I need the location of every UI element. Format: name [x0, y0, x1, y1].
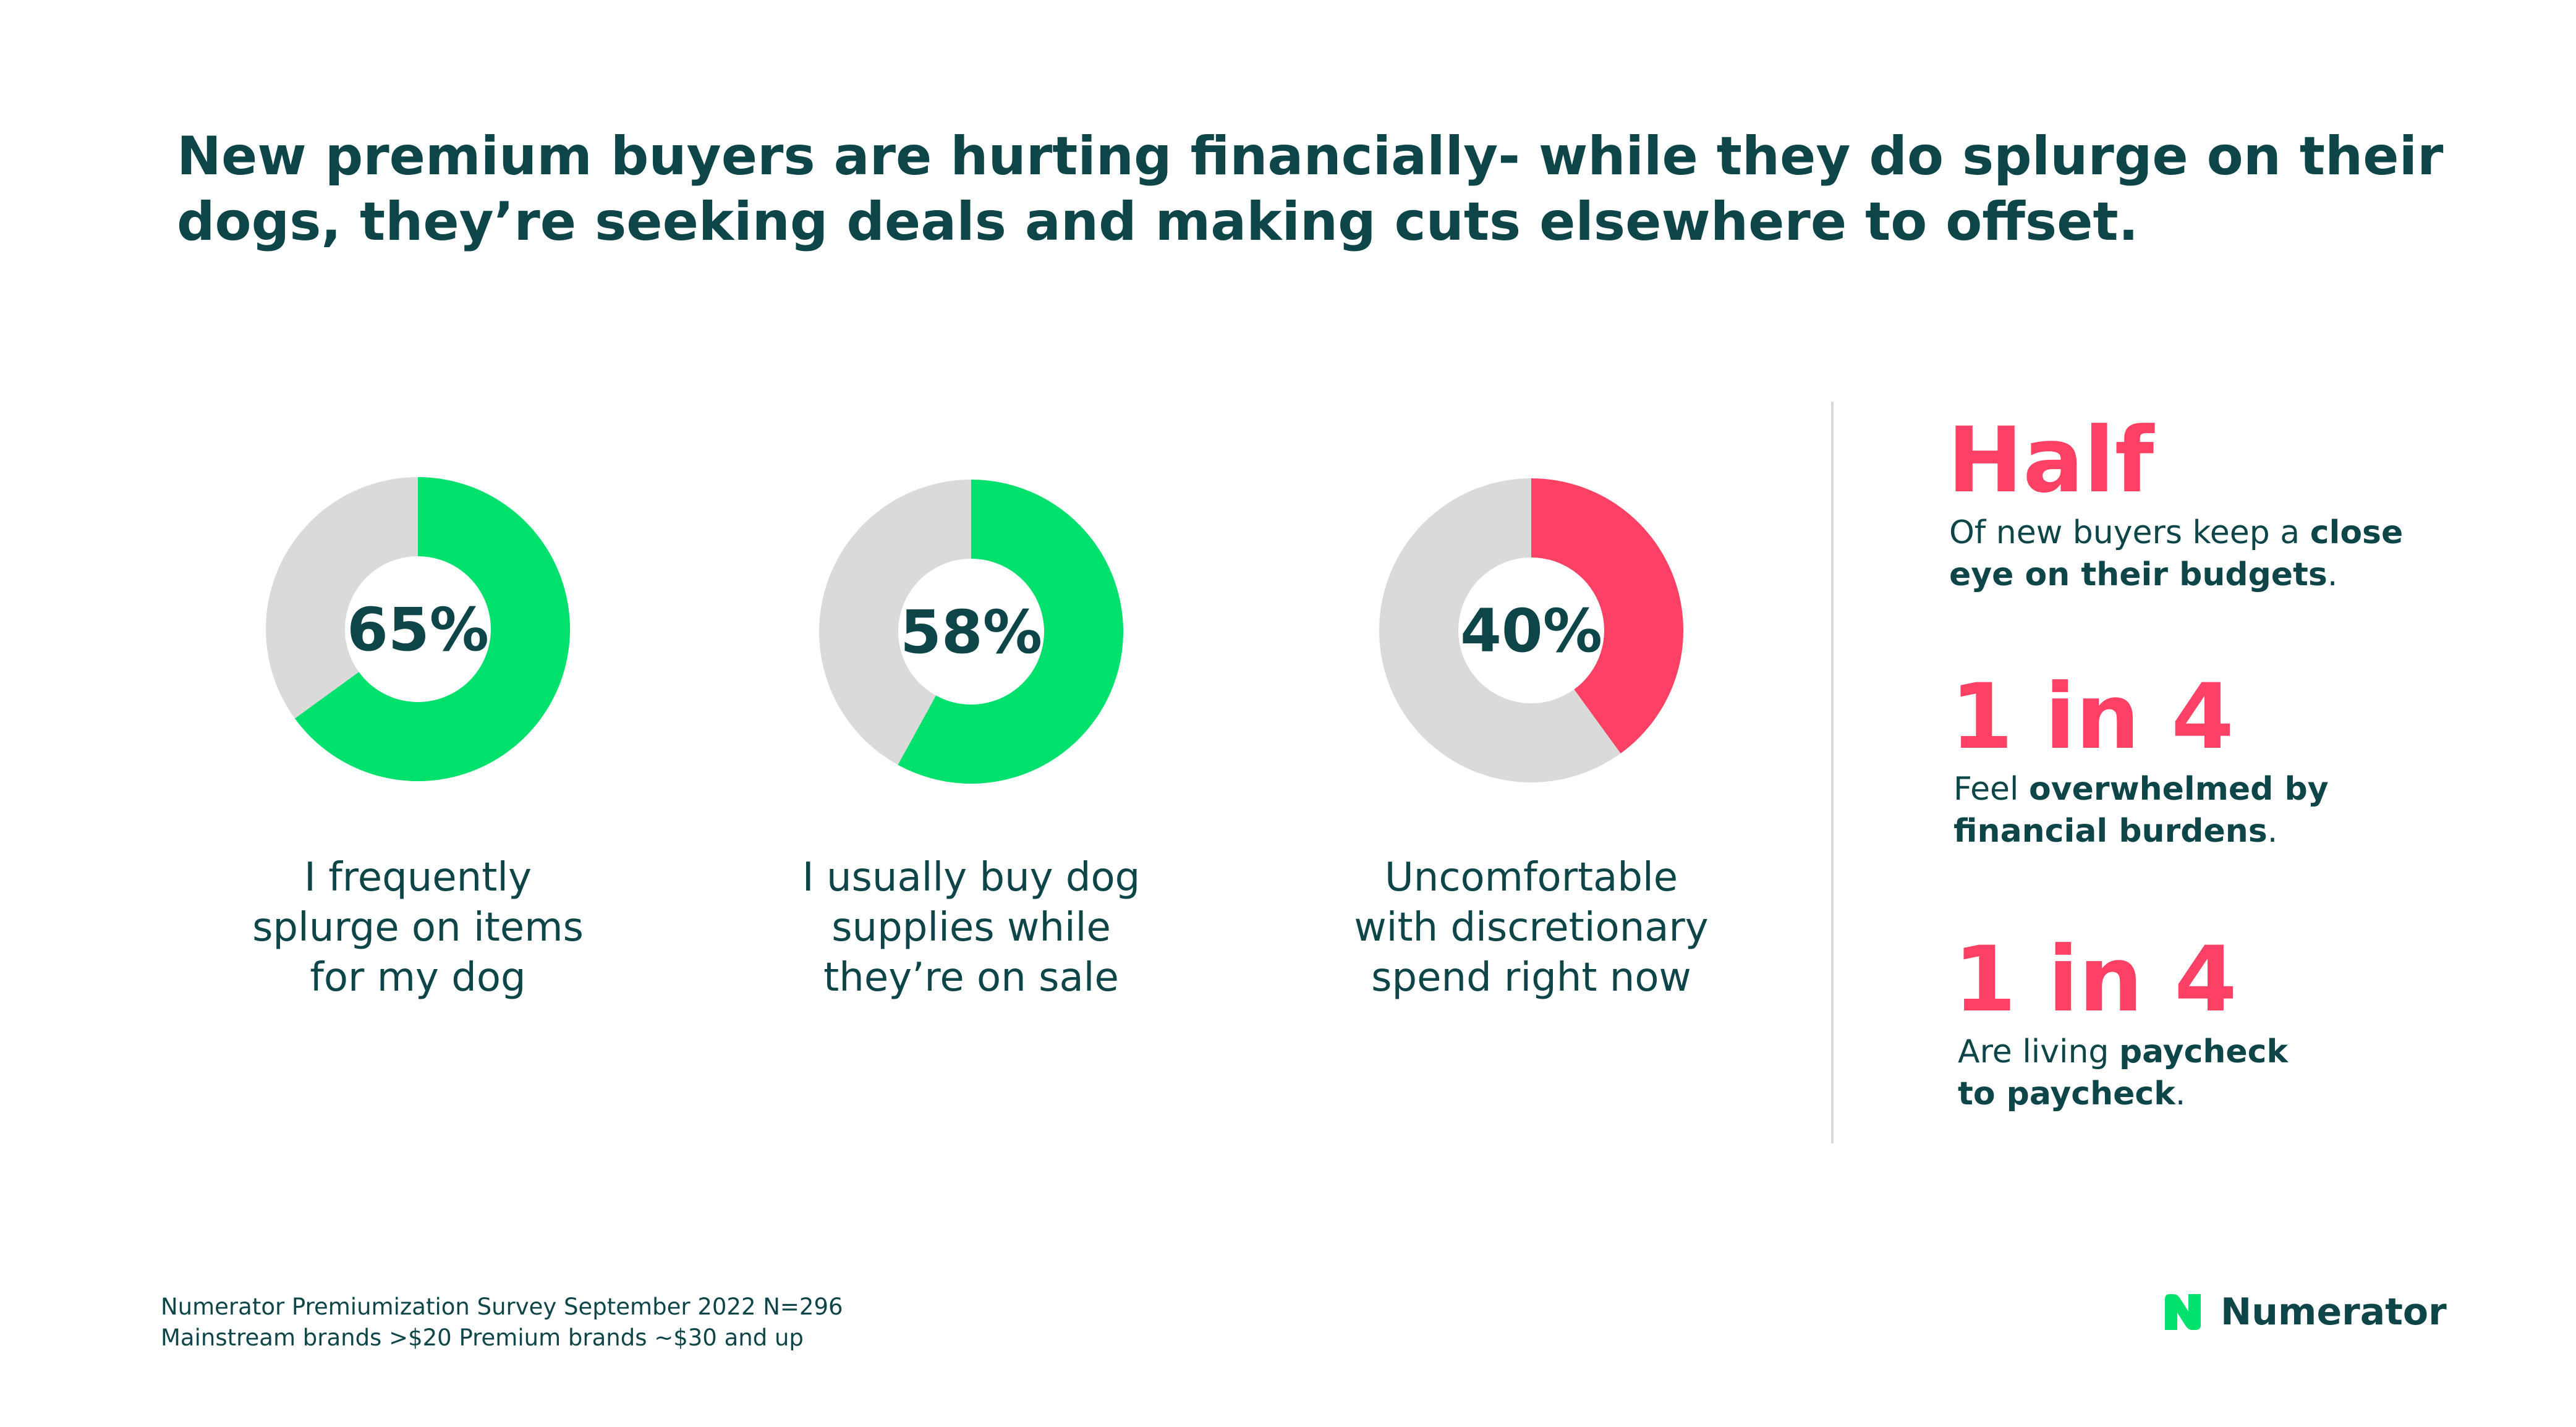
donut-slice — [898, 480, 1123, 784]
stat-text-bold: paycheck to paycheck — [1958, 1033, 2289, 1112]
stat-text-end: . — [2175, 1075, 2186, 1112]
donut-center-label: 65% — [347, 595, 489, 664]
stat-text-bold: overwhelmed by financial burdens — [1953, 771, 2329, 850]
stat-text-end: . — [2327, 556, 2338, 593]
stat-text-paycheck: Are living paycheck to paycheck. — [1958, 1031, 2329, 1115]
donut-chart-discretionary: 40% — [1371, 470, 1692, 791]
stat-text-overwhelmed: Feel overwhelmed by financial burdens. — [1953, 768, 2386, 852]
stat-text-plain: Feel — [1953, 771, 2030, 808]
donut-caption-splurge: I frequently splurge on items for my dog — [252, 855, 584, 1001]
donut-caption-discretionary: Uncomfortable with discretionary spend r… — [1354, 855, 1709, 1001]
page-title: New premium buyers are hurting financial… — [177, 125, 2444, 253]
stat-text-plain: Are living — [1958, 1033, 2119, 1070]
numerator-logo: Numerator — [2161, 1289, 2447, 1336]
donut-chart-splurge: 65% — [257, 468, 579, 790]
stat-text-plain: Of new buyers keep a — [1949, 514, 2310, 551]
numerator-logo-icon — [2161, 1290, 2204, 1334]
donut-center-label: 58% — [900, 598, 1042, 667]
stat-text-bold: close eye on their budgets — [1949, 514, 2404, 593]
stat-headline-half: Half — [1947, 408, 2154, 513]
stat-headline-paycheck: 1 in 4 — [1953, 927, 2237, 1032]
donut-chart-sale: 58% — [810, 471, 1132, 792]
stat-headline-overwhelmed: 1 in 4 — [1950, 664, 2234, 769]
donut-center-label: 40% — [1460, 596, 1602, 666]
footnote: Numerator Premiumization Survey Septembe… — [161, 1292, 843, 1353]
vertical-divider — [1831, 402, 1834, 1143]
donut-slice — [1531, 478, 1683, 754]
donut-slice — [294, 477, 570, 781]
footnote-line-2: Mainstream brands >$20 Premium brands ~$… — [161, 1324, 804, 1351]
stat-text-end: . — [2267, 813, 2278, 850]
stat-text-budgets: Of new buyers keep a close eye on their … — [1949, 512, 2456, 596]
logo-text: Numerator — [2221, 1290, 2447, 1334]
footnote-line-1: Numerator Premiumization Survey Septembe… — [161, 1294, 843, 1320]
donut-caption-sale: I usually buy dog supplies while they’re… — [802, 855, 1141, 1001]
